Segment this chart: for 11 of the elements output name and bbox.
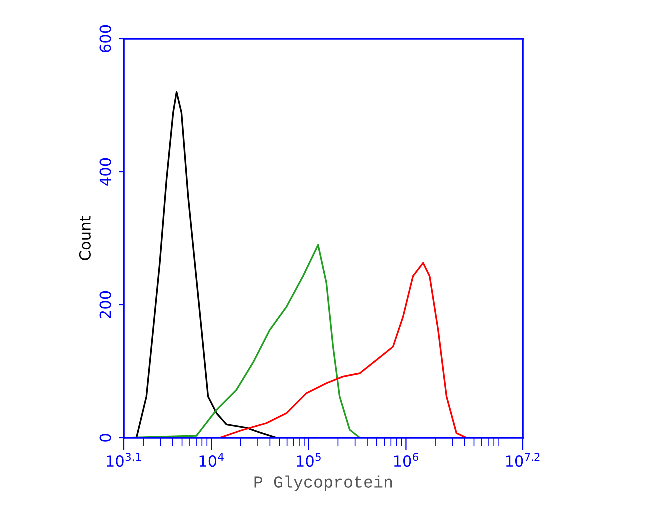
x-tick-label: 10$^{3.1}$ (107, 453, 142, 468)
x-tick-label: 10$^{6}$ (394, 453, 418, 468)
x-tick-label: 10$^{5}$ (297, 453, 321, 468)
y-tick-label: 200 (100, 291, 112, 318)
y-tick-label: 600 (100, 25, 112, 53)
x-tick-label: 10$^{7.2}$ (506, 453, 540, 468)
x-axis-title: P Glycoprotein (254, 476, 392, 492)
y-tick-label: 0 (100, 434, 112, 442)
y-axis-title: Count (79, 216, 91, 260)
y-tick-label: 400 (100, 158, 112, 186)
x-tick-label: 10$^{4}$ (200, 453, 224, 468)
